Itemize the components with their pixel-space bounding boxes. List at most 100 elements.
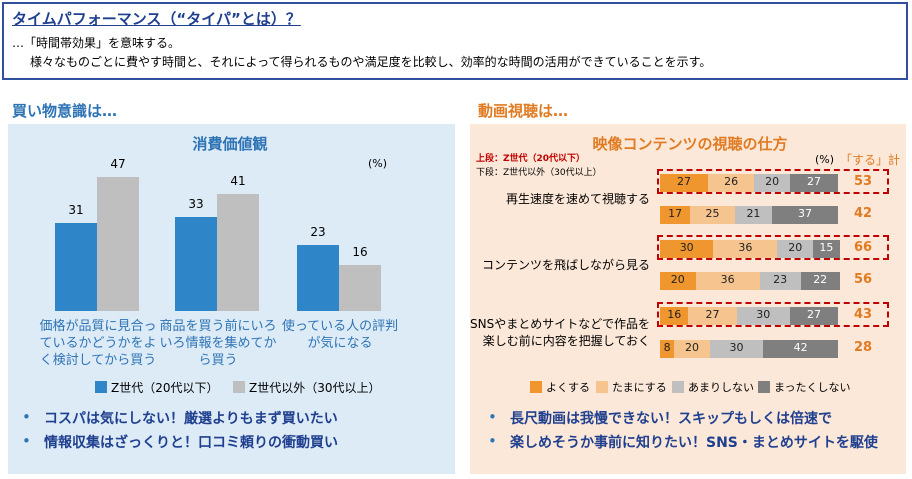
section-heading: 買い物意識は…: [12, 102, 118, 120]
section-heading: 動画視聴は…: [478, 102, 569, 120]
bullet-text: 楽しめそうか事前に知りたい！SNS・まとめサイトを駆使: [510, 435, 878, 451]
segment-label: 27: [806, 308, 821, 321]
bar-segment: [660, 272, 696, 290]
segment-label: 26: [724, 175, 739, 188]
segment-label: 17: [668, 207, 683, 220]
header-box: [2, 2, 908, 80]
total-value: 28: [853, 340, 873, 355]
segment-label: 30: [756, 308, 771, 321]
bar-segment: [789, 174, 838, 192]
segment-label: 27: [705, 308, 720, 321]
chart-title: 映像コンテンツの視聴の仕方: [592, 135, 788, 153]
legend-swatch: [95, 381, 107, 393]
category-label: コンテンツを飛ばしながら見る: [481, 257, 650, 272]
value-label: 23: [310, 225, 326, 240]
bar-segment: [772, 206, 838, 224]
category-label: 商品を買う前にいろいろ情報を集めてから買う: [159, 319, 277, 368]
total-value: 42: [853, 206, 873, 221]
bullet-dot: •: [488, 408, 497, 426]
legend-label: まったくしない: [774, 381, 851, 394]
total-value: 56: [853, 272, 873, 287]
unit: (%): [368, 157, 388, 170]
bar-segment: [709, 340, 764, 358]
legend-swatch: [758, 381, 770, 393]
bar-segment: [734, 206, 773, 224]
segment-label: 27: [677, 175, 692, 188]
bullet-text: コスパは気にしない！厳選よりもまず買いたい: [44, 411, 338, 427]
bar: [217, 194, 259, 311]
unit: (%): [815, 153, 835, 166]
category-label: 価格が品質に見合っているかどうかをよく検討してから買う: [39, 319, 157, 368]
segment-label: 22: [813, 273, 828, 286]
value-label: 16: [352, 245, 368, 260]
bar-segment: [813, 240, 840, 258]
value-label: 41: [230, 174, 246, 189]
bar-segment: [777, 240, 814, 258]
category-label: SNSやまとめサイトなどで作品を楽しむ前に内容を把握しておく: [470, 316, 650, 348]
bullet-text: 長尺動画は我慢できない！スキップもしくは倍速で: [510, 411, 832, 427]
highlight-box: [657, 235, 889, 260]
total-value: 66: [853, 240, 873, 255]
bar-segment: [660, 240, 714, 258]
segment-label: 20: [788, 241, 803, 254]
chart-title: 消費価値観: [192, 135, 268, 153]
legend-swatch: [233, 381, 245, 393]
bar: [297, 245, 339, 311]
segment-label: 16: [667, 308, 682, 321]
bar-segment: [688, 307, 737, 325]
bar-segment: [713, 240, 778, 258]
segment-label: 20: [670, 273, 685, 286]
bar-segment: [660, 174, 709, 192]
note: 下段：Z世代以外（30代以上）: [476, 168, 602, 178]
bullet-dot: •: [22, 408, 31, 426]
segment-label: 30: [679, 241, 694, 254]
segment-label: 36: [720, 273, 735, 286]
note: 上段：Z世代（20代以下）: [476, 154, 586, 164]
legend-label: よくする: [546, 381, 590, 394]
legend-label: Z世代以外（30代以上）: [249, 381, 381, 395]
highlight-box: [657, 169, 889, 194]
bar-segment: [660, 206, 691, 224]
segment-label: 30: [729, 341, 744, 354]
segment-label: 25: [705, 207, 720, 220]
bar-segment: [660, 307, 689, 325]
legend-swatch: [596, 381, 608, 393]
bar: [175, 216, 217, 311]
bar-segment: [695, 272, 760, 290]
bar-segment: [690, 206, 735, 224]
bar-segment: [708, 174, 755, 192]
bar-segment: [800, 272, 840, 290]
segment-label: 20: [765, 175, 780, 188]
segment-label: 21: [746, 207, 761, 220]
legend-label: たまにする: [612, 381, 667, 394]
value-label: 31: [68, 202, 84, 217]
bar-segment: [789, 307, 838, 325]
header-line: 様々なものごとに費やす時間と、それによって得られるものや満足度を比較し、効率的な…: [30, 55, 712, 69]
segment-label: 36: [738, 241, 753, 254]
category-label: 再生速度を速めて視聴する: [505, 191, 650, 206]
highlight-box: [657, 302, 889, 327]
segment-label: 8: [663, 341, 671, 354]
segment-label: 42: [793, 341, 808, 354]
bullet-dot: •: [22, 432, 31, 450]
bar-segment: [736, 307, 790, 325]
segment-label: 27: [806, 175, 821, 188]
category-label: 使っている人の評判が気になる: [281, 319, 399, 351]
segment-label: 37: [798, 207, 813, 220]
legend-label: あまりしない: [688, 381, 754, 394]
segment-label: 15: [819, 241, 834, 254]
bar-segment: [754, 174, 790, 192]
header-line: …「時間帯効果」を意味する。: [12, 36, 181, 50]
bar-segment: [674, 340, 710, 358]
bullet-text: 情報収集はざっくりと！口コミ頼りの衝動買い: [44, 435, 338, 451]
total-value: 53: [853, 174, 873, 189]
bullet-dot: •: [488, 432, 497, 450]
bar-segment: [763, 340, 838, 358]
bar-segment: [660, 340, 675, 358]
bar-segment: [759, 272, 801, 290]
header-title: タイムパフォーマンス（“タイパ”とは）？: [12, 10, 301, 28]
bar: [55, 222, 97, 311]
total-value: 43: [853, 307, 873, 322]
value-label: 47: [110, 157, 126, 172]
